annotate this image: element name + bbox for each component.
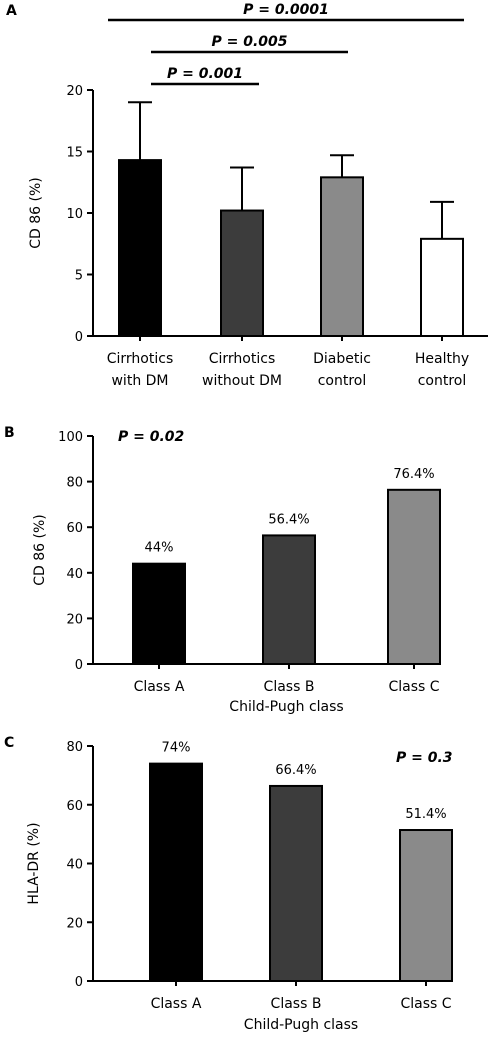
- y-tick-label: 5: [75, 269, 83, 284]
- y-tick-label: 20: [66, 612, 83, 627]
- panel-letter: A: [6, 3, 17, 19]
- category-label: Class B: [271, 996, 322, 1012]
- y-tick-label: 0: [75, 975, 83, 990]
- category-label: Class A: [151, 996, 202, 1012]
- category-label: Diabetic: [313, 351, 371, 367]
- bar: [320, 176, 364, 337]
- chart-panel-c: C 0 20 40 60 80 HLA-DR (%) 74% Class A 66.4% Class…: [4, 735, 453, 1033]
- data-label: 56.4%: [268, 512, 309, 527]
- data-label: 74%: [162, 741, 191, 756]
- y-tick-label: 0: [75, 658, 83, 673]
- y-tick-label: 60: [66, 799, 83, 814]
- y-tick-label: 40: [66, 567, 83, 582]
- bar: [149, 762, 203, 982]
- y-tick-label: 40: [66, 858, 83, 873]
- category-label: without DM: [202, 373, 282, 389]
- chart-panel-a: A 0 5 10 15 20 CD 86 (%) Cirrhotics with DM Cirrh…: [6, 2, 488, 389]
- y-tick-label: 0: [75, 330, 83, 345]
- chart-panel-b: B 0 20 40 60 80 100 CD 86 (%) 44% Class A 56.4% Cla…: [4, 425, 441, 715]
- p-value-annotation: P = 0.3: [396, 750, 453, 766]
- data-label: 66.4%: [275, 763, 316, 778]
- bar: [262, 534, 316, 665]
- significance-label: P = 0.0001: [243, 2, 329, 18]
- y-tick-label: 80: [66, 740, 83, 755]
- y-tick-label: 80: [66, 476, 83, 491]
- category-label: Class C: [388, 679, 439, 695]
- y-axis-label: HLA-DR (%): [26, 822, 42, 904]
- y-axis-label: CD 86 (%): [32, 514, 48, 586]
- data-label: 76.4%: [393, 467, 434, 482]
- x-axis-label: Child-Pugh class: [244, 1017, 358, 1033]
- category-label: Class C: [400, 996, 451, 1012]
- bar: [420, 237, 464, 337]
- x-axis-label: Child-Pugh class: [229, 699, 343, 715]
- bar: [387, 488, 441, 665]
- p-value-annotation: P = 0.02: [118, 429, 184, 445]
- y-axis-label: CD 86 (%): [28, 177, 44, 249]
- panel-letter: B: [4, 425, 15, 441]
- y-tick-label: 20: [66, 916, 83, 931]
- bar: [118, 159, 162, 337]
- category-label: with DM: [111, 373, 168, 389]
- category-label: control: [418, 373, 467, 389]
- y-tick-label: 15: [66, 146, 83, 161]
- bar: [132, 562, 186, 665]
- significance-label: P = 0.001: [167, 66, 243, 82]
- category-label: Healthy: [415, 351, 469, 367]
- category-label: Cirrhotics: [107, 351, 174, 367]
- panel-letter: C: [4, 735, 14, 751]
- category-label: Class B: [264, 679, 315, 695]
- data-label: 51.4%: [405, 807, 446, 822]
- y-tick-label: 20: [66, 84, 83, 99]
- y-tick-label: 100: [58, 430, 83, 445]
- bar: [220, 209, 264, 337]
- category-label: control: [318, 373, 367, 389]
- significance-label: P = 0.005: [211, 34, 287, 50]
- category-label: Cirrhotics: [209, 351, 276, 367]
- bar: [399, 829, 453, 982]
- category-label: Class A: [134, 679, 185, 695]
- data-label: 44%: [145, 541, 174, 556]
- y-tick-label: 10: [66, 207, 83, 222]
- bar: [269, 784, 323, 983]
- y-tick-label: 60: [66, 521, 83, 536]
